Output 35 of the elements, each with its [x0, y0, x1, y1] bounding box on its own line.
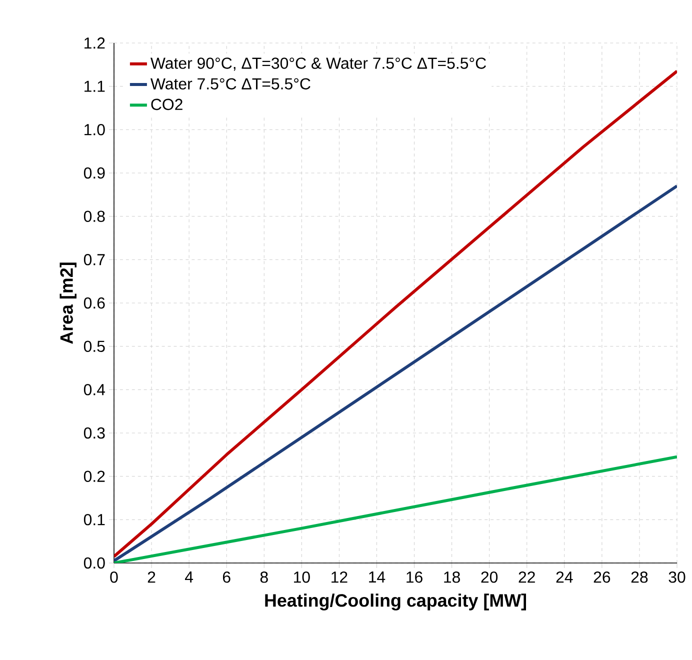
- x-tick-label: 8: [260, 572, 268, 583]
- y-tick-label: 0.3: [84, 427, 105, 439]
- x-tick-label: 12: [332, 572, 348, 583]
- y-tick-label: 0.0: [84, 557, 105, 569]
- y-tick-label: 0.9: [84, 167, 105, 179]
- x-tick-label: 24: [556, 572, 573, 583]
- y-tick-label: 1.0: [84, 124, 105, 136]
- x-tick-label: 10: [294, 572, 310, 583]
- x-tick-label: 6: [222, 572, 230, 583]
- x-axis-title: Heating/Cooling capacity [MW]: [265, 594, 526, 610]
- legend-label: Water 90°C, ΔT=30°C & Water 7.5°C ΔT=5.5°C: [150, 58, 486, 71]
- y-axis-title: Area [m2]: [60, 262, 76, 344]
- y-tick-label: 0.1: [84, 514, 105, 526]
- x-tick-label: 20: [481, 572, 498, 583]
- y-tick-label: 0.7: [84, 254, 105, 266]
- y-tick-label: 0.8: [84, 210, 105, 222]
- x-tick-label: 14: [369, 572, 386, 582]
- x-tick-label: 16: [406, 572, 422, 583]
- y-tick-label: 0.6: [84, 297, 105, 309]
- legend-label: CO2: [151, 98, 182, 110]
- x-tick-label: 30: [668, 572, 686, 583]
- x-tick-label: 28: [631, 572, 648, 583]
- x-tick-label: 22: [518, 572, 535, 583]
- line-series: [114, 70, 678, 558]
- x-tick-label: 2: [148, 572, 156, 583]
- x-tick-label: 18: [444, 572, 460, 583]
- x-tick-label: 26: [594, 572, 610, 583]
- legend-label: Water 7.5°C ΔT=5.5°C: [150, 78, 310, 90]
- y-tick-label: 1.1: [84, 80, 105, 92]
- y-tick-label: 0.2: [84, 470, 105, 482]
- y-tick-label: 0.5: [84, 340, 105, 352]
- x-tick-label: 4: [184, 572, 194, 582]
- y-tick-label: 1.2: [84, 37, 105, 49]
- y-tick-label: 0.4: [84, 384, 106, 396]
- x-tick-label: 0: [110, 572, 118, 583]
